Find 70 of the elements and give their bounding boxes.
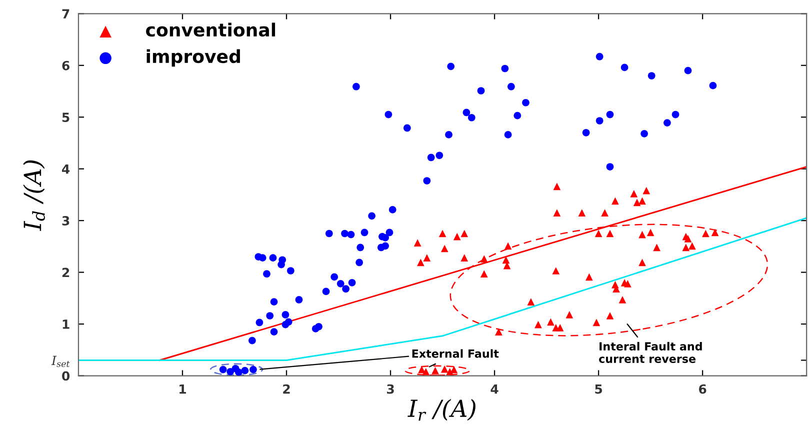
point <box>440 365 448 373</box>
annotation: External Fault <box>412 349 499 358</box>
legend-label: conventional <box>146 22 276 37</box>
point <box>556 324 564 332</box>
annotation: Interal Fault and current reverse <box>599 342 702 363</box>
point <box>646 228 654 236</box>
y-tick-label: 2 <box>62 268 70 278</box>
point <box>612 197 619 205</box>
point <box>624 280 632 288</box>
point <box>618 296 626 304</box>
y-axis-title: I$_{d}$ /(A) <box>23 160 45 231</box>
point <box>638 258 646 266</box>
point <box>592 318 600 326</box>
y-tick-label: 4 <box>62 164 70 174</box>
point <box>480 255 488 263</box>
point <box>606 230 614 238</box>
point <box>527 298 535 306</box>
point <box>450 366 458 374</box>
y-tick-label: 3 <box>62 216 70 226</box>
point <box>460 230 468 238</box>
x-axis-title: I$_{r}$ /(A) <box>408 398 476 421</box>
point <box>630 190 638 198</box>
legend-label: improved <box>146 49 240 67</box>
point <box>642 186 650 194</box>
point <box>417 258 424 266</box>
point <box>688 242 696 250</box>
y-tick-label: 6 <box>62 60 70 70</box>
point <box>432 366 439 374</box>
x-tick-label: 6 <box>698 384 706 394</box>
point <box>504 242 512 250</box>
point <box>502 256 510 264</box>
point <box>422 368 430 376</box>
point <box>594 230 602 238</box>
point <box>553 182 561 190</box>
point <box>480 270 488 278</box>
point <box>495 328 502 336</box>
x-tick-label: 1 <box>180 384 186 394</box>
point <box>684 235 692 242</box>
y-tick-label: 7 <box>62 9 70 18</box>
point <box>711 228 719 236</box>
point <box>438 230 446 238</box>
point <box>638 197 646 205</box>
point <box>586 273 593 281</box>
x-tick-label: 4 <box>490 384 498 394</box>
x-tick-label: 5 <box>595 384 602 394</box>
y-tick-label: 1 <box>62 320 70 329</box>
point <box>638 230 646 238</box>
point <box>414 239 422 246</box>
y-tick-label: 5 <box>62 112 70 122</box>
x-tick-label: 2 <box>283 384 290 394</box>
point <box>446 368 454 376</box>
point <box>633 198 641 206</box>
point <box>653 244 660 252</box>
point <box>702 230 710 238</box>
point <box>578 209 586 216</box>
point <box>547 318 554 326</box>
point <box>552 267 560 274</box>
point <box>460 254 468 262</box>
y-tick-label: 0 <box>62 371 70 381</box>
point <box>440 244 448 252</box>
point <box>566 311 574 318</box>
x-tick-label: 3 <box>387 384 394 394</box>
point <box>423 254 431 262</box>
point <box>534 320 542 328</box>
point <box>606 312 614 320</box>
point <box>682 244 690 252</box>
point <box>601 209 608 216</box>
point <box>453 232 461 240</box>
y-tick-label: I$_{set}$ <box>51 356 70 368</box>
point <box>553 209 561 216</box>
